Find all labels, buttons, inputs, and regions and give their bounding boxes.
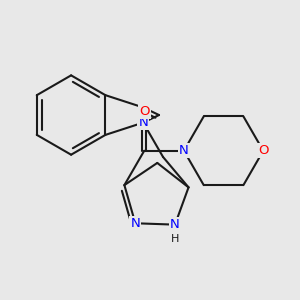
Text: N: N xyxy=(130,217,140,230)
Text: H: H xyxy=(171,233,179,244)
Text: O: O xyxy=(258,144,268,157)
Text: N: N xyxy=(179,144,189,157)
Text: N: N xyxy=(138,116,148,129)
Text: O: O xyxy=(139,105,149,118)
Text: N: N xyxy=(170,218,180,231)
